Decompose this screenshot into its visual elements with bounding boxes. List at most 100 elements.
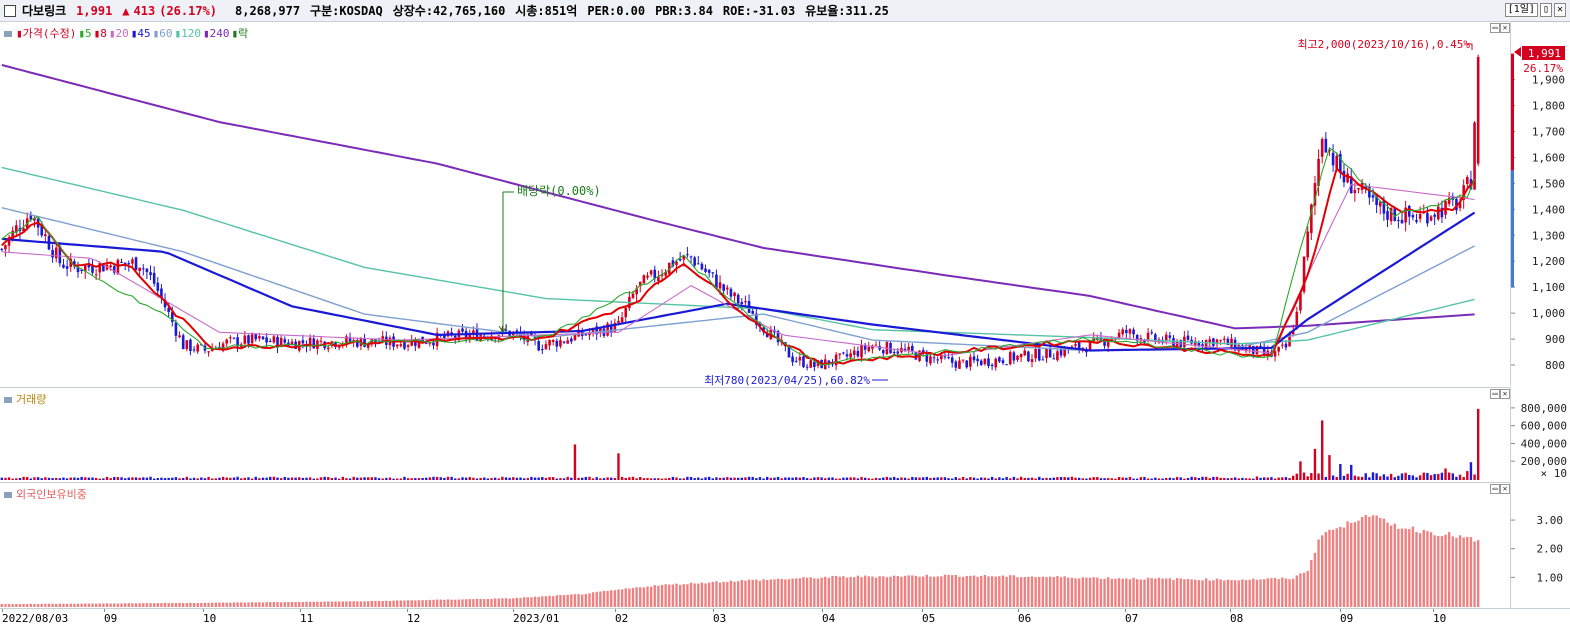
foreign-bar [399, 600, 403, 607]
candle-body [421, 336, 424, 344]
legend-item-0[interactable]: ▮가격(수정) [16, 27, 77, 40]
candle-body [1335, 155, 1339, 169]
foreign-bar [762, 579, 765, 607]
foreign-bar [483, 599, 486, 607]
volume-bar [755, 478, 758, 480]
foreign-bar [617, 589, 620, 607]
foreign-ownership-panel[interactable]: 외국인보유비중 ▭ ✕ [0, 482, 1510, 609]
foreign-bar [22, 603, 25, 607]
volume-bar [1386, 476, 1389, 480]
volume-axis[interactable]: 800,000 600,000 400,000 200,000 × 10 [1510, 387, 1570, 481]
restore-button[interactable]: ▯ [1539, 3, 1552, 17]
foreign-bar [236, 602, 239, 607]
volume-bar [493, 477, 497, 480]
stock-name[interactable]: 다보링크 [22, 4, 67, 18]
foreign-bar [1212, 580, 1215, 607]
volume-chart[interactable] [0, 388, 1510, 482]
foreign-bar [221, 602, 225, 607]
legend-item-3[interactable]: ▮20 [108, 27, 129, 40]
foreign-ownership-chart[interactable] [0, 483, 1510, 609]
candle-body [940, 354, 943, 360]
candle-body [247, 335, 250, 344]
foreign-bar [537, 596, 540, 607]
foreign-bar [675, 583, 678, 607]
panel-minimize-icon[interactable]: ▭ [1490, 23, 1500, 33]
foreign-bar [15, 603, 18, 607]
foreign-bar [160, 603, 163, 607]
price-chart[interactable]: 최고2,000(2023/10/16),0.45% 최저780(2023/04/2… [0, 22, 1510, 387]
panel-minimize-icon[interactable]: ▭ [1490, 389, 1500, 399]
x-axis-label: 09 [1340, 612, 1354, 625]
candle-body [696, 263, 700, 265]
volume-bar [980, 477, 983, 480]
candle-body [1027, 351, 1030, 362]
volume-bar [845, 477, 849, 480]
legend-item-7[interactable]: ▮240 [202, 27, 230, 40]
volume-bar [443, 477, 446, 480]
foreign-bar [290, 601, 294, 607]
listed-shares: 상장수:42,765,160 [392, 4, 506, 18]
current-price-box [1522, 46, 1565, 60]
legend-item-8[interactable]: ▮락 [231, 27, 249, 40]
foreign-bar [1368, 516, 1371, 607]
candle-body [1364, 185, 1368, 190]
roe-value: ROE:-31.03 [722, 3, 796, 18]
x-axis[interactable]: 2022/08/03 09 10 11 12 2023/01 02 03 04 05 06 07 08 0… [0, 608, 1570, 629]
volume-bar [613, 478, 617, 480]
volume-bar [1324, 476, 1328, 480]
candle-body [497, 335, 501, 340]
candle-body [1346, 173, 1349, 183]
price-panel[interactable]: 최고2,000(2023/10/16),0.45% 최저780(2023/04/2… [0, 21, 1510, 387]
volume-bar [921, 477, 925, 480]
volume-bar [900, 477, 903, 480]
legend-item-6[interactable]: ▮120 [174, 27, 201, 40]
legend-item-2[interactable]: ▮8 [93, 27, 107, 40]
legend-item-5[interactable]: ▮60 [152, 27, 173, 40]
volume-bar [1393, 477, 1396, 480]
candle-body [889, 343, 892, 354]
volume-panel[interactable]: 거래량 ▭ ✕ [0, 387, 1510, 482]
volume-bar [555, 478, 559, 480]
panel-minimize-icon[interactable]: ▭ [1490, 484, 1500, 494]
volume-bar [62, 477, 65, 480]
volume-bar [1136, 478, 1139, 480]
close-button[interactable]: ✕ [1553, 3, 1566, 17]
price-axis[interactable]: 1,900 1,800 1,700 1,600 1,500 1,400 1,300 1,200… [1510, 21, 1570, 386]
legend-item-4[interactable]: ▮45 [130, 27, 151, 40]
foreign-bar [787, 579, 791, 607]
ma20-line [1, 183, 1475, 357]
volume-bar [1092, 477, 1095, 480]
foreign-bar [816, 578, 820, 607]
foreign-bar [1045, 577, 1048, 607]
price-tick-label: 1,600 [1532, 151, 1565, 164]
foreign-axis[interactable]: 3.00 2.00 1.00 [1510, 482, 1570, 608]
volume-bar [842, 477, 845, 480]
period-button[interactable]: [1일] [1504, 3, 1538, 17]
foreign-bar [1081, 577, 1084, 607]
foreign-bar [258, 602, 261, 607]
candle-body [852, 350, 856, 355]
x-axis-label: 2022/08/03 [2, 612, 69, 625]
select-checkbox[interactable] [4, 4, 16, 17]
volume-bar [522, 478, 526, 480]
volume-bar [965, 478, 968, 480]
volume-bar [138, 477, 141, 480]
candle-body [98, 263, 102, 273]
foreign-bar [1154, 578, 1157, 607]
volume-bar [1106, 478, 1110, 480]
candle-body [849, 353, 852, 358]
foreign-bar [824, 576, 827, 607]
volume-bar [472, 477, 475, 480]
volume-bar [838, 478, 841, 480]
panel-close-icon[interactable]: ✕ [1500, 23, 1510, 33]
volume-bar [853, 477, 856, 480]
candle-body [642, 275, 646, 284]
candle-body [925, 354, 929, 362]
panel-close-icon[interactable]: ✕ [1500, 484, 1510, 494]
foreign-bar [1128, 579, 1132, 607]
legend-item-1[interactable]: ▮5 [78, 27, 92, 40]
candle-body [711, 272, 715, 274]
foreign-bar [965, 575, 968, 607]
panel-close-icon[interactable]: ✕ [1500, 389, 1510, 399]
candle-body [559, 340, 562, 347]
